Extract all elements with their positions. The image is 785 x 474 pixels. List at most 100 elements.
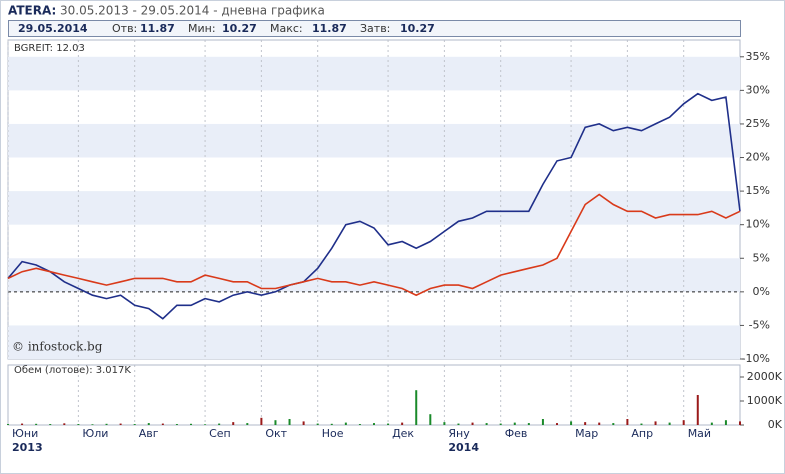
y-tick-label: 35% [746, 50, 770, 63]
plot-layer: 35% 30% 25% 20% 15% 10% 5% 0% -5% -10% Юни Юли Авг Се… [7, 39, 783, 454]
volume-bar [119, 423, 122, 425]
x-tick-label: Авг [139, 427, 159, 440]
x-tick-label: Юли [82, 427, 108, 440]
volume-bar [274, 420, 277, 425]
volume-bar [105, 423, 108, 425]
quote-label: Отв: [112, 22, 137, 35]
x-tick-label: Ное [322, 427, 344, 440]
volume-bar [260, 417, 263, 425]
volume-bar [344, 422, 347, 425]
x-year-label: 2014 [448, 441, 479, 454]
volume-bar [387, 423, 390, 425]
x-tick-label: Сеп [209, 427, 231, 440]
series-line [7, 193, 741, 297]
quote-label: Макс: [270, 22, 303, 35]
volume-bar [204, 424, 207, 425]
y-tick-label: 0K [768, 418, 783, 431]
y-tick-label: 5% [753, 251, 770, 264]
x-tick-label: Май [688, 427, 711, 440]
period: 30.05.2013 - 29.05.2014 - дневна графика [60, 4, 325, 18]
volume-bar [77, 424, 80, 425]
y-tick-label: 20% [746, 151, 770, 164]
x-tick-label: Яну [448, 427, 470, 440]
band [8, 56, 740, 91]
volume-bar [7, 424, 9, 425]
volume-bar [485, 423, 488, 425]
volume-bar [739, 421, 741, 425]
volume-bar [133, 424, 136, 425]
quote-bar [8, 20, 741, 37]
x-tick-label: Дек [392, 427, 414, 440]
watermark: © infostock.bg [12, 340, 103, 354]
volume-bar [443, 422, 446, 425]
y-tick-label: 2000K [747, 370, 783, 383]
band [8, 123, 740, 158]
volume-bar [499, 423, 502, 425]
quote-value: 11.87 [312, 22, 347, 35]
quote-value: 10.27 [400, 22, 435, 35]
y-tick-label: -10% [742, 352, 770, 365]
x-tick-label: Фев [505, 427, 528, 440]
volume-bar [570, 421, 573, 425]
volume-bar [91, 424, 94, 425]
series-line [7, 92, 741, 320]
volume-bar [288, 419, 291, 425]
volume-bar [612, 423, 615, 425]
y-tick-label: 15% [746, 184, 770, 197]
band [8, 258, 740, 292]
quote-label: Затв: [360, 22, 390, 35]
symbol: ATERA: [8, 4, 56, 18]
volume-bar [513, 422, 516, 425]
volume-bar [232, 422, 235, 425]
volume-bar [63, 423, 66, 425]
x-tick-label: Окт [265, 427, 287, 440]
volume-bar [401, 422, 404, 425]
quote-date: 29.05.2014 [18, 22, 88, 35]
volume-bar [682, 420, 685, 425]
y-tick-label: 30% [746, 83, 770, 96]
volume-bar [415, 390, 418, 425]
y-tick-label: -5% [749, 318, 770, 331]
band [8, 325, 740, 359]
volume-bar [457, 423, 460, 425]
volume-bar [358, 424, 361, 425]
volume-bar [668, 422, 671, 425]
volume-bar [429, 414, 432, 425]
x-tick-label: Мар [575, 427, 598, 440]
quote-label: Мин: [188, 22, 216, 35]
y-tick-label: 10% [746, 218, 770, 231]
volume-bar [373, 423, 375, 425]
volume-bar [246, 423, 249, 425]
volume-bar [35, 423, 38, 425]
x-year-label: 2013 [12, 441, 43, 454]
quote-value: 11.87 [140, 22, 175, 35]
volume-bar [316, 423, 319, 425]
volume-bar [598, 422, 601, 425]
y-tick-label: 25% [746, 117, 770, 130]
volume-bar [161, 423, 164, 425]
volume-bar [696, 395, 699, 425]
volume-bar [190, 423, 192, 425]
volume-bar [640, 423, 643, 425]
volume-bar [541, 419, 544, 425]
x-tick-label: Юни [12, 427, 38, 440]
volume-bar [584, 422, 587, 425]
volume-bar [147, 423, 150, 425]
volume-bar [302, 421, 305, 425]
volume-bar [527, 423, 530, 425]
volume-bar [556, 423, 558, 425]
volume-bar [724, 420, 727, 425]
y-tick-label: 1000K [747, 394, 783, 407]
legend-entry: BGREIT: 12.03 [14, 43, 85, 54]
volume-bar [49, 424, 52, 425]
volume-bar [21, 423, 24, 425]
volume-bar [218, 423, 221, 425]
band [8, 191, 740, 225]
y-tick-label: 0% [753, 285, 770, 298]
volume-bar [330, 423, 333, 425]
volume-bar [626, 419, 629, 425]
volume-bar [710, 422, 713, 425]
volume-bar [654, 421, 657, 425]
volume-bar [471, 422, 474, 425]
